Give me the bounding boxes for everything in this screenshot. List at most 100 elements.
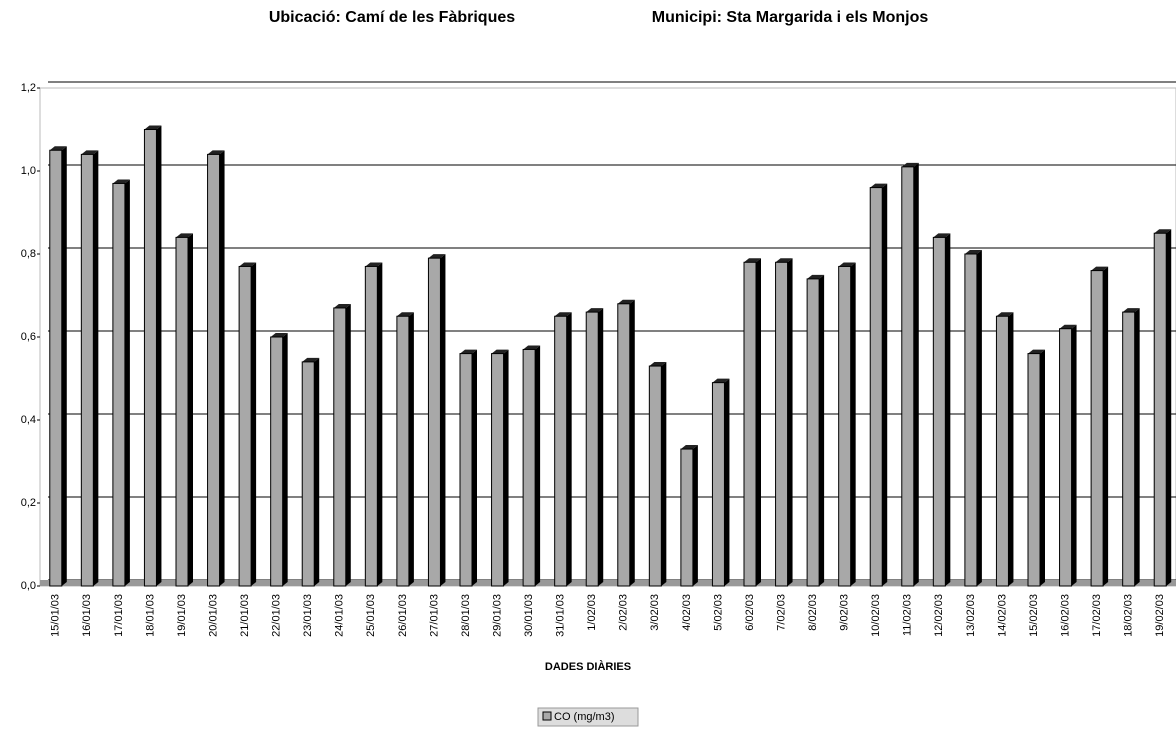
bar-side — [219, 150, 225, 586]
bar — [459, 353, 473, 587]
bar-top — [838, 262, 856, 267]
x-tick-label: 18/02/03 — [1123, 594, 1135, 637]
legend-box — [537, 707, 639, 727]
bar-top — [1059, 324, 1077, 329]
x-tick-label: 11/02/03 — [902, 594, 914, 636]
bar-side — [1008, 312, 1014, 586]
x-tick-label: 24/01/03 — [334, 594, 346, 637]
bar-top — [996, 312, 1014, 317]
x-tick-label: 15/01/03 — [50, 594, 62, 637]
bar — [869, 187, 883, 587]
bar-top — [207, 150, 225, 155]
bar — [995, 315, 1009, 587]
bar — [901, 166, 915, 587]
x-tick-label: 13/02/03 — [965, 594, 977, 637]
bar — [743, 261, 757, 587]
bar-top — [302, 357, 320, 362]
bar — [333, 307, 347, 587]
bar-top — [365, 262, 383, 267]
bar-top — [396, 312, 414, 317]
bar-top — [1154, 229, 1172, 234]
bar — [207, 153, 221, 587]
bar — [775, 261, 789, 587]
bar-top — [270, 333, 288, 337]
x-tick-label: 3/02/03 — [649, 594, 661, 631]
bar-top — [460, 349, 477, 354]
y-tick-label: 0,0 — [21, 580, 36, 592]
bar — [364, 265, 378, 587]
bar — [522, 348, 536, 587]
bar-side — [976, 250, 982, 586]
bar — [1027, 353, 1041, 587]
bar — [932, 236, 946, 587]
bar — [270, 336, 284, 587]
bar-top — [933, 233, 951, 238]
bar-side — [661, 362, 667, 586]
bar-top — [649, 362, 667, 367]
bar-top — [112, 179, 130, 184]
bar-top — [1028, 349, 1045, 354]
bar-top — [775, 258, 793, 263]
bar-side — [598, 308, 604, 586]
bar-top — [1122, 308, 1140, 313]
bar-side — [882, 183, 888, 586]
bar-side — [819, 274, 825, 586]
bar — [1153, 232, 1167, 587]
x-tick-label: 1/02/03 — [586, 594, 598, 631]
bar-side — [787, 258, 793, 586]
x-tick-label: 19/02/03 — [1154, 594, 1166, 637]
bar-top — [523, 345, 541, 350]
bar-side — [1134, 308, 1140, 586]
bar-top — [491, 349, 509, 354]
bar-side — [251, 262, 257, 586]
x-tick-label: 23/01/03 — [302, 594, 314, 637]
bar-side — [377, 262, 383, 586]
bar — [238, 265, 252, 587]
x-tick-label: 27/01/03 — [428, 594, 440, 637]
bar-side — [566, 312, 572, 586]
x-tick-label: 28/01/03 — [460, 594, 472, 637]
x-tick-label: 14/02/03 — [996, 594, 1008, 637]
y-tick-label: 1,0 — [21, 165, 36, 177]
bar-top — [176, 233, 193, 238]
bar — [711, 382, 725, 587]
bar — [49, 149, 63, 587]
bar-top — [49, 146, 67, 151]
bar-top — [428, 254, 446, 259]
bar-top — [333, 303, 351, 308]
bar — [806, 278, 820, 587]
bar-side — [93, 150, 99, 586]
bar-side — [1071, 324, 1077, 586]
bar-side — [945, 233, 951, 586]
bar-top — [964, 250, 982, 254]
x-tick-label: 21/01/03 — [239, 594, 251, 637]
x-tick-label: 12/02/03 — [933, 594, 945, 637]
bar-top — [617, 299, 635, 304]
bar-top — [744, 258, 761, 263]
bar — [838, 265, 852, 587]
bar-side — [61, 146, 67, 586]
x-tick-label: 16/01/03 — [81, 594, 93, 637]
y-tick-label: 0,6 — [21, 331, 36, 343]
bar-top — [901, 162, 919, 167]
bar-side — [282, 333, 288, 586]
bar-top — [680, 445, 698, 450]
x-tick-label: 15/02/03 — [1028, 594, 1040, 637]
bar — [964, 253, 978, 587]
bar-side — [913, 162, 919, 586]
bar-side — [756, 258, 761, 586]
bar-top — [144, 125, 162, 130]
bar-top — [81, 150, 99, 155]
x-tick-label: 20/01/03 — [207, 594, 219, 637]
x-tick-label: 8/02/03 — [807, 594, 819, 631]
bar-side — [472, 349, 477, 586]
x-tick-label: 19/01/03 — [176, 594, 188, 637]
bar-side — [1103, 266, 1109, 586]
bar — [1122, 311, 1136, 587]
bar — [112, 182, 126, 587]
x-tick-label: 9/02/03 — [839, 594, 851, 631]
x-tick-label: 10/02/03 — [870, 594, 882, 637]
bar — [301, 361, 315, 587]
bar-side — [440, 254, 446, 586]
x-tick-label: 4/02/03 — [681, 594, 693, 631]
